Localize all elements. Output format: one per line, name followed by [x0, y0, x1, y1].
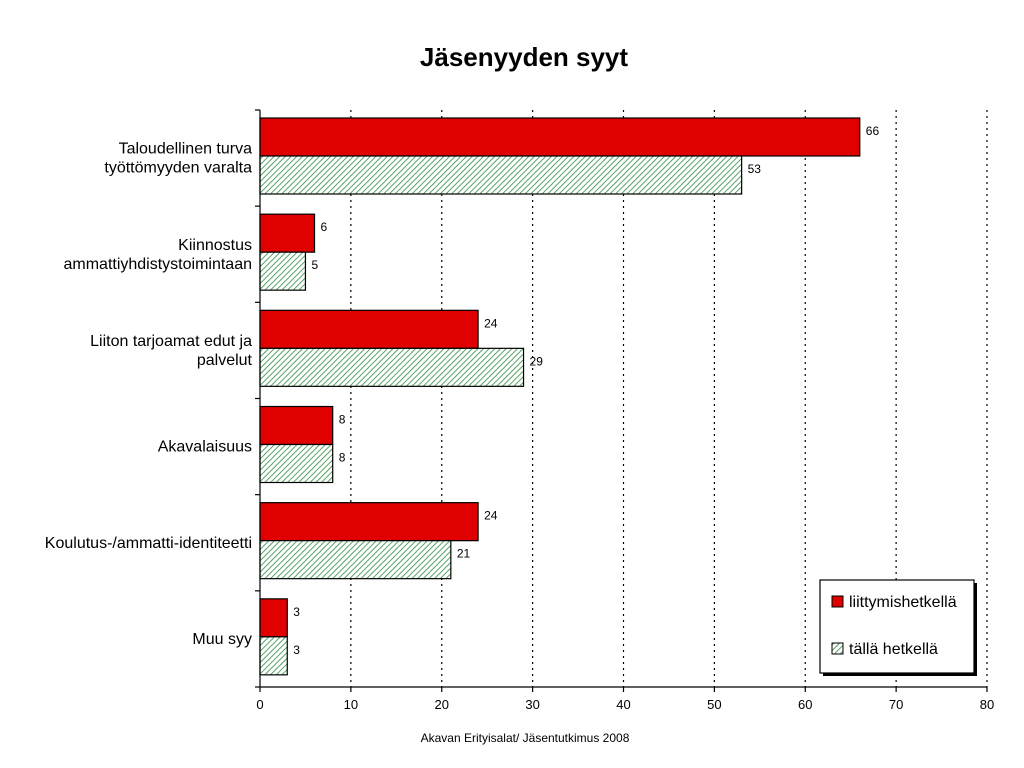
gridlines: [350, 110, 988, 687]
data-label: 8: [339, 413, 346, 427]
legend-label: liittymishetkellä: [849, 594, 957, 611]
x-tick-label: 30: [525, 697, 539, 712]
x-tick-label: 60: [798, 697, 812, 712]
legend-box: [819, 579, 975, 674]
category-label: työttömyyden varalta: [104, 160, 252, 177]
x-tick-label: 10: [344, 697, 358, 712]
category-label: ammattiyhdistystoimintaan: [63, 256, 252, 273]
category-label: Muu syy: [192, 631, 252, 648]
x-tick-label: 50: [707, 697, 721, 712]
bar: [259, 155, 743, 195]
bar: [259, 309, 479, 349]
bars: 66 53 6 5 24 29 8 8 24 21 3 3: [259, 117, 880, 676]
bar: [259, 443, 334, 484]
data-label: 24: [484, 316, 498, 330]
data-label: 53: [748, 162, 762, 176]
data-label: 66: [866, 124, 880, 138]
x-tick-label: 80: [980, 697, 994, 712]
data-label: 24: [484, 509, 498, 523]
category-label: Kiinnostus: [178, 237, 252, 254]
bar: [259, 540, 452, 580]
data-label: 29: [530, 354, 544, 368]
bar: [259, 405, 334, 446]
category-label: Koulutus-/ammatti-identiteetti: [45, 535, 252, 552]
legend-swatch: [831, 642, 844, 655]
legend-swatch: [831, 595, 844, 608]
category-label: Liiton tarjoamat edut ja: [90, 333, 252, 350]
legend-label: tällä hetkellä: [849, 641, 938, 658]
bar: [259, 251, 307, 291]
data-label: 3: [293, 605, 300, 619]
bar: [259, 347, 525, 387]
x-tick-label: 70: [889, 697, 903, 712]
data-label: 21: [457, 547, 471, 561]
data-label: 6: [321, 220, 328, 234]
category-labels: Taloudellinen turva työttömyyden varalta K…: [45, 141, 253, 648]
category-label: palvelut: [197, 352, 253, 369]
x-tick-label: 0: [256, 697, 263, 712]
x-tick-label: 40: [616, 697, 630, 712]
bar: [259, 502, 479, 542]
legend: liittymishetkellä tällä hetkellä: [819, 579, 977, 676]
footer-source: Akavan Erityisalat/ Jäsentutkimus 2008: [421, 731, 630, 745]
axes: 0 10 20 30 40 50 60 70 80: [255, 109, 994, 712]
category-label: Taloudellinen turva: [119, 141, 253, 158]
x-tick-label: 20: [435, 697, 449, 712]
data-label: 3: [293, 643, 300, 657]
chart-title: Jäsenyyden syyt: [420, 42, 628, 72]
bar: [259, 117, 861, 157]
bar: [259, 598, 288, 638]
data-label: 8: [339, 451, 346, 465]
bar: [259, 636, 288, 676]
category-label: Akavalaisuus: [158, 439, 252, 456]
bar: [259, 213, 316, 253]
data-label: 5: [311, 258, 318, 272]
